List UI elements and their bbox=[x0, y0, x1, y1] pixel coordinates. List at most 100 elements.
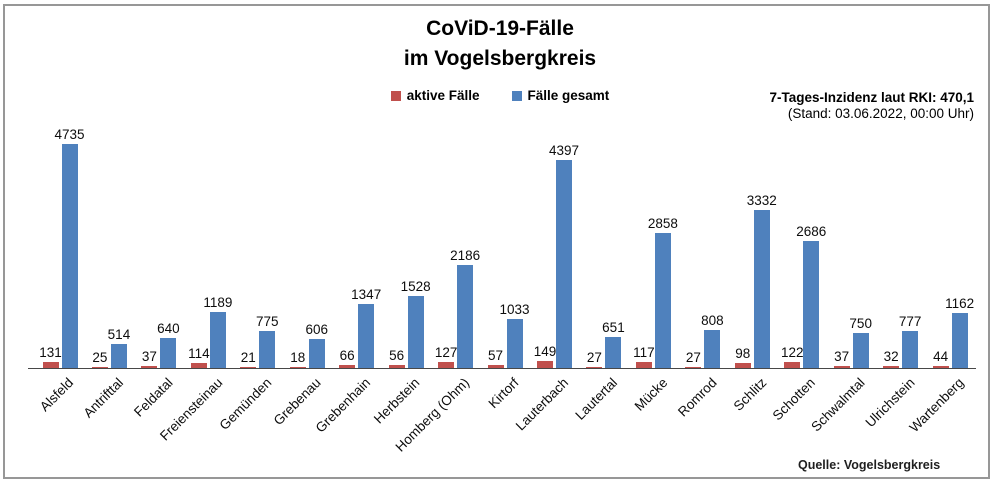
incidence-note: 7-Tages-Inzidenz laut RKI: 470,1 (Stand:… bbox=[769, 90, 974, 122]
bar-faelle-gesamt bbox=[556, 159, 572, 368]
value-label-gesamt: 1189 bbox=[203, 294, 233, 310]
category-label: Feldatal bbox=[130, 375, 176, 420]
value-label-aktive: 57 bbox=[488, 348, 504, 364]
value-label-aktive: 25 bbox=[92, 349, 108, 365]
value-label-aktive: 66 bbox=[339, 347, 355, 363]
x-axis-line bbox=[28, 368, 976, 369]
value-label-gesamt: 750 bbox=[849, 315, 872, 331]
bar-aktive-faelle bbox=[586, 366, 603, 368]
bar-faelle-gesamt bbox=[358, 304, 375, 368]
incidence-line2: (Stand: 03.06.2022, 00:00 Uhr) bbox=[787, 106, 974, 121]
bar-aktive-faelle bbox=[42, 361, 59, 368]
category-label: Alsfeld bbox=[37, 375, 77, 415]
bar-faelle-gesamt bbox=[209, 311, 226, 368]
value-label-aktive: 37 bbox=[834, 349, 850, 365]
category-label: Schotten bbox=[770, 375, 819, 424]
legend-swatch-gesamt-icon bbox=[511, 90, 522, 101]
bar-aktive-faelle bbox=[784, 362, 801, 368]
bar-aktive-faelle bbox=[91, 366, 108, 368]
value-label-gesamt: 651 bbox=[602, 320, 625, 336]
legend: aktive Fälle Fälle gesamt bbox=[0, 88, 1000, 103]
value-label-gesamt: 2186 bbox=[450, 247, 481, 263]
value-label-aktive: 21 bbox=[240, 350, 256, 365]
bar-faelle-gesamt bbox=[803, 240, 820, 368]
legend-item-faelle-gesamt: Fälle gesamt bbox=[511, 88, 610, 103]
bar-aktive-faelle bbox=[537, 360, 553, 368]
bar-aktive-faelle bbox=[932, 365, 949, 368]
value-label-gesamt: 808 bbox=[701, 312, 724, 328]
bar-aktive-faelle bbox=[438, 361, 455, 368]
legend-item-aktive-faelle: aktive Fälle bbox=[390, 88, 480, 103]
value-label-gesamt: 4735 bbox=[54, 127, 85, 142]
bar-faelle-gesamt bbox=[110, 343, 127, 368]
bar-aktive-faelle bbox=[190, 362, 207, 368]
category-label: Kirtorf bbox=[485, 375, 522, 412]
bar-faelle-gesamt bbox=[852, 332, 869, 368]
category-label: Herbstein bbox=[371, 375, 423, 427]
legend-swatch-aktive-icon bbox=[390, 90, 401, 101]
legend-label-gesamt: Fälle gesamt bbox=[527, 88, 610, 103]
value-label-gesamt: 3332 bbox=[746, 193, 777, 209]
bar-faelle-gesamt bbox=[753, 210, 770, 368]
value-label-aktive: 127 bbox=[434, 344, 458, 360]
bar-aktive-faelle bbox=[141, 366, 158, 368]
bar-aktive-faelle bbox=[734, 363, 751, 368]
value-label-aktive: 32 bbox=[883, 349, 899, 365]
bar-faelle-gesamt bbox=[704, 329, 721, 368]
chart-title-line2: im Vogelsbergkreis bbox=[403, 47, 597, 70]
value-label-gesamt: 777 bbox=[898, 314, 922, 330]
value-label-aktive: 56 bbox=[389, 348, 405, 364]
value-label-aktive: 122 bbox=[780, 345, 804, 361]
value-label-aktive: 18 bbox=[290, 350, 306, 365]
source-note: Quelle: Vogelsbergkreis bbox=[798, 458, 941, 472]
category-label: Schwalmtal bbox=[808, 375, 868, 435]
value-label-gesamt: 1528 bbox=[400, 278, 431, 294]
value-label-gesamt: 2686 bbox=[796, 223, 827, 239]
category-label: Antrifttal bbox=[80, 375, 127, 421]
bar-faelle-gesamt bbox=[506, 319, 523, 368]
value-label-aktive: 27 bbox=[586, 349, 602, 365]
category-label: Gemünden bbox=[216, 375, 275, 433]
category-label: Lautertal bbox=[572, 375, 621, 423]
value-label-gesamt: 1162 bbox=[945, 296, 975, 312]
value-label-gesamt: 4397 bbox=[548, 142, 580, 158]
bar-aktive-faelle bbox=[883, 366, 900, 368]
bar-aktive-faelle bbox=[685, 366, 702, 368]
value-label-gesamt: 514 bbox=[107, 326, 131, 342]
bar-faelle-gesamt bbox=[902, 331, 919, 368]
value-label-gesamt: 775 bbox=[256, 314, 279, 330]
category-label: Schlitz bbox=[730, 375, 769, 414]
value-label-aktive: 37 bbox=[141, 349, 157, 365]
bar-aktive-faelle bbox=[240, 367, 257, 368]
chart-title-line1: CoViD-19-Fälle bbox=[426, 17, 574, 40]
incidence-line1: 7-Tages-Inzidenz laut RKI: 470,1 bbox=[769, 90, 974, 105]
bar-faelle-gesamt bbox=[407, 295, 424, 368]
bar-faelle-gesamt bbox=[951, 313, 968, 368]
category-label: Mücke bbox=[631, 375, 671, 414]
value-label-aktive: 27 bbox=[685, 349, 701, 365]
bar-faelle-gesamt bbox=[160, 337, 177, 368]
value-label-gesamt: 1033 bbox=[499, 302, 530, 318]
bar-aktive-faelle bbox=[339, 364, 356, 368]
bar-aktive-faelle bbox=[388, 365, 405, 368]
bar-aktive-faelle bbox=[635, 362, 652, 368]
bar-aktive-faelle bbox=[289, 367, 306, 368]
value-label-gesamt: 1347 bbox=[351, 287, 382, 303]
bar-faelle-gesamt bbox=[605, 337, 622, 368]
category-label: Lauterbach bbox=[512, 375, 572, 434]
bar-faelle-gesamt bbox=[654, 232, 671, 368]
legend-label-aktive: aktive Fälle bbox=[406, 88, 480, 103]
bar-aktive-faelle bbox=[487, 365, 504, 368]
bar-faelle-gesamt bbox=[308, 339, 325, 368]
value-label-gesamt: 640 bbox=[157, 320, 180, 336]
bar-faelle-gesamt bbox=[457, 264, 474, 368]
bar-faelle-gesamt bbox=[61, 144, 78, 368]
category-label: Romrod bbox=[674, 375, 720, 420]
chart-title: CoViD-19-Fälle im Vogelsbergkreis bbox=[0, 14, 1000, 74]
bar-faelle-gesamt bbox=[259, 331, 276, 368]
value-label-gesamt: 606 bbox=[305, 322, 329, 338]
value-label-aktive: 114 bbox=[188, 345, 210, 361]
value-label-aktive: 131 bbox=[39, 344, 62, 360]
